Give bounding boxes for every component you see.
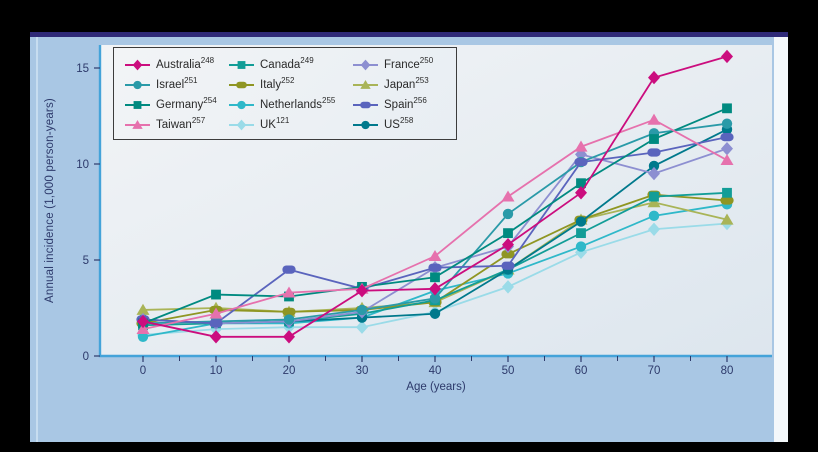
panel-left-highlight	[36, 37, 38, 442]
legend-label: Italy252	[260, 75, 295, 91]
uk-diamond-marker-icon	[229, 119, 254, 130]
axis-ticks: 0 10 20 30 40 50 60 70 80 0 5 10 15	[76, 63, 733, 377]
x-tick-label: 0	[140, 365, 146, 377]
legend-label: Spain256	[384, 95, 427, 111]
figure-panel: 0 10 20 30 40 50 60 70 80 0 5 10 15 Annual incidence…	[30, 32, 788, 442]
legend-label: Japan253	[384, 75, 429, 91]
y-tick-label: 5	[83, 255, 89, 267]
germany-square-marker-icon	[125, 100, 150, 109]
x-tick-label: 20	[283, 365, 296, 377]
us-circle-marker-icon	[353, 120, 378, 129]
x-axis-title: Age (years)	[406, 381, 466, 393]
legend-label: Canada249	[260, 55, 314, 71]
legend-item-japan: Japan253	[352, 75, 446, 94]
y-tick-label: 0	[83, 351, 89, 363]
legend-item-spain: Spain256	[352, 95, 446, 114]
y-axis-title: Annual incidence (1,000 person-years)	[44, 98, 56, 303]
x-tick-label: 30	[356, 365, 369, 377]
legend-item-israel: Israel251	[124, 75, 228, 94]
netherlands-circle-marker-icon	[229, 100, 254, 109]
series-australia	[137, 49, 733, 344]
legend-label: Netherlands255	[260, 95, 336, 111]
x-tick-label: 10	[210, 365, 223, 377]
france-diamond-marker-icon	[353, 59, 378, 70]
legend-label: France250	[384, 55, 434, 71]
legend-item-netherlands: Netherlands255	[228, 95, 352, 114]
panel-top-border	[30, 32, 788, 37]
japan-triangle-marker-icon	[353, 79, 378, 89]
legend-label: Israel251	[156, 75, 198, 91]
legend-label: UK121	[260, 115, 290, 131]
legend-item-taiwan: Taiwan257	[124, 115, 228, 134]
australia-diamond-marker-icon	[125, 59, 150, 70]
legend-item-italy: Italy252	[228, 75, 352, 94]
x-tick-label: 50	[502, 365, 515, 377]
taiwan-triangle-marker-icon	[125, 119, 150, 129]
legend-item-germany: Germany254	[124, 95, 228, 114]
y-tick-label: 10	[76, 159, 89, 171]
canada-square-marker-icon	[229, 60, 254, 69]
israel-circle-marker-icon	[125, 80, 150, 89]
x-tick-label: 80	[721, 365, 734, 377]
legend-item-us: US258	[352, 115, 446, 134]
legend-label: US258	[384, 115, 414, 131]
x-tick-label: 40	[429, 365, 442, 377]
x-tick-label: 70	[648, 365, 661, 377]
panel-right-strip	[774, 37, 788, 442]
spain-pill-marker-icon	[353, 101, 378, 108]
x-tick-label: 60	[575, 365, 588, 377]
legend-label: Australia248	[156, 55, 215, 71]
chart-legend: Australia248 Canada249 France250 Israel251 I…	[113, 47, 457, 140]
legend-item-australia: Australia248	[124, 55, 228, 74]
legend-label: Taiwan257	[156, 115, 206, 131]
legend-item-france: France250	[352, 55, 446, 74]
legend-item-uk: UK121	[228, 115, 352, 134]
legend-item-canada: Canada249	[228, 55, 352, 74]
italy-pill-marker-icon	[229, 81, 254, 88]
y-tick-label: 15	[76, 63, 89, 75]
legend-label: Germany254	[156, 95, 217, 111]
